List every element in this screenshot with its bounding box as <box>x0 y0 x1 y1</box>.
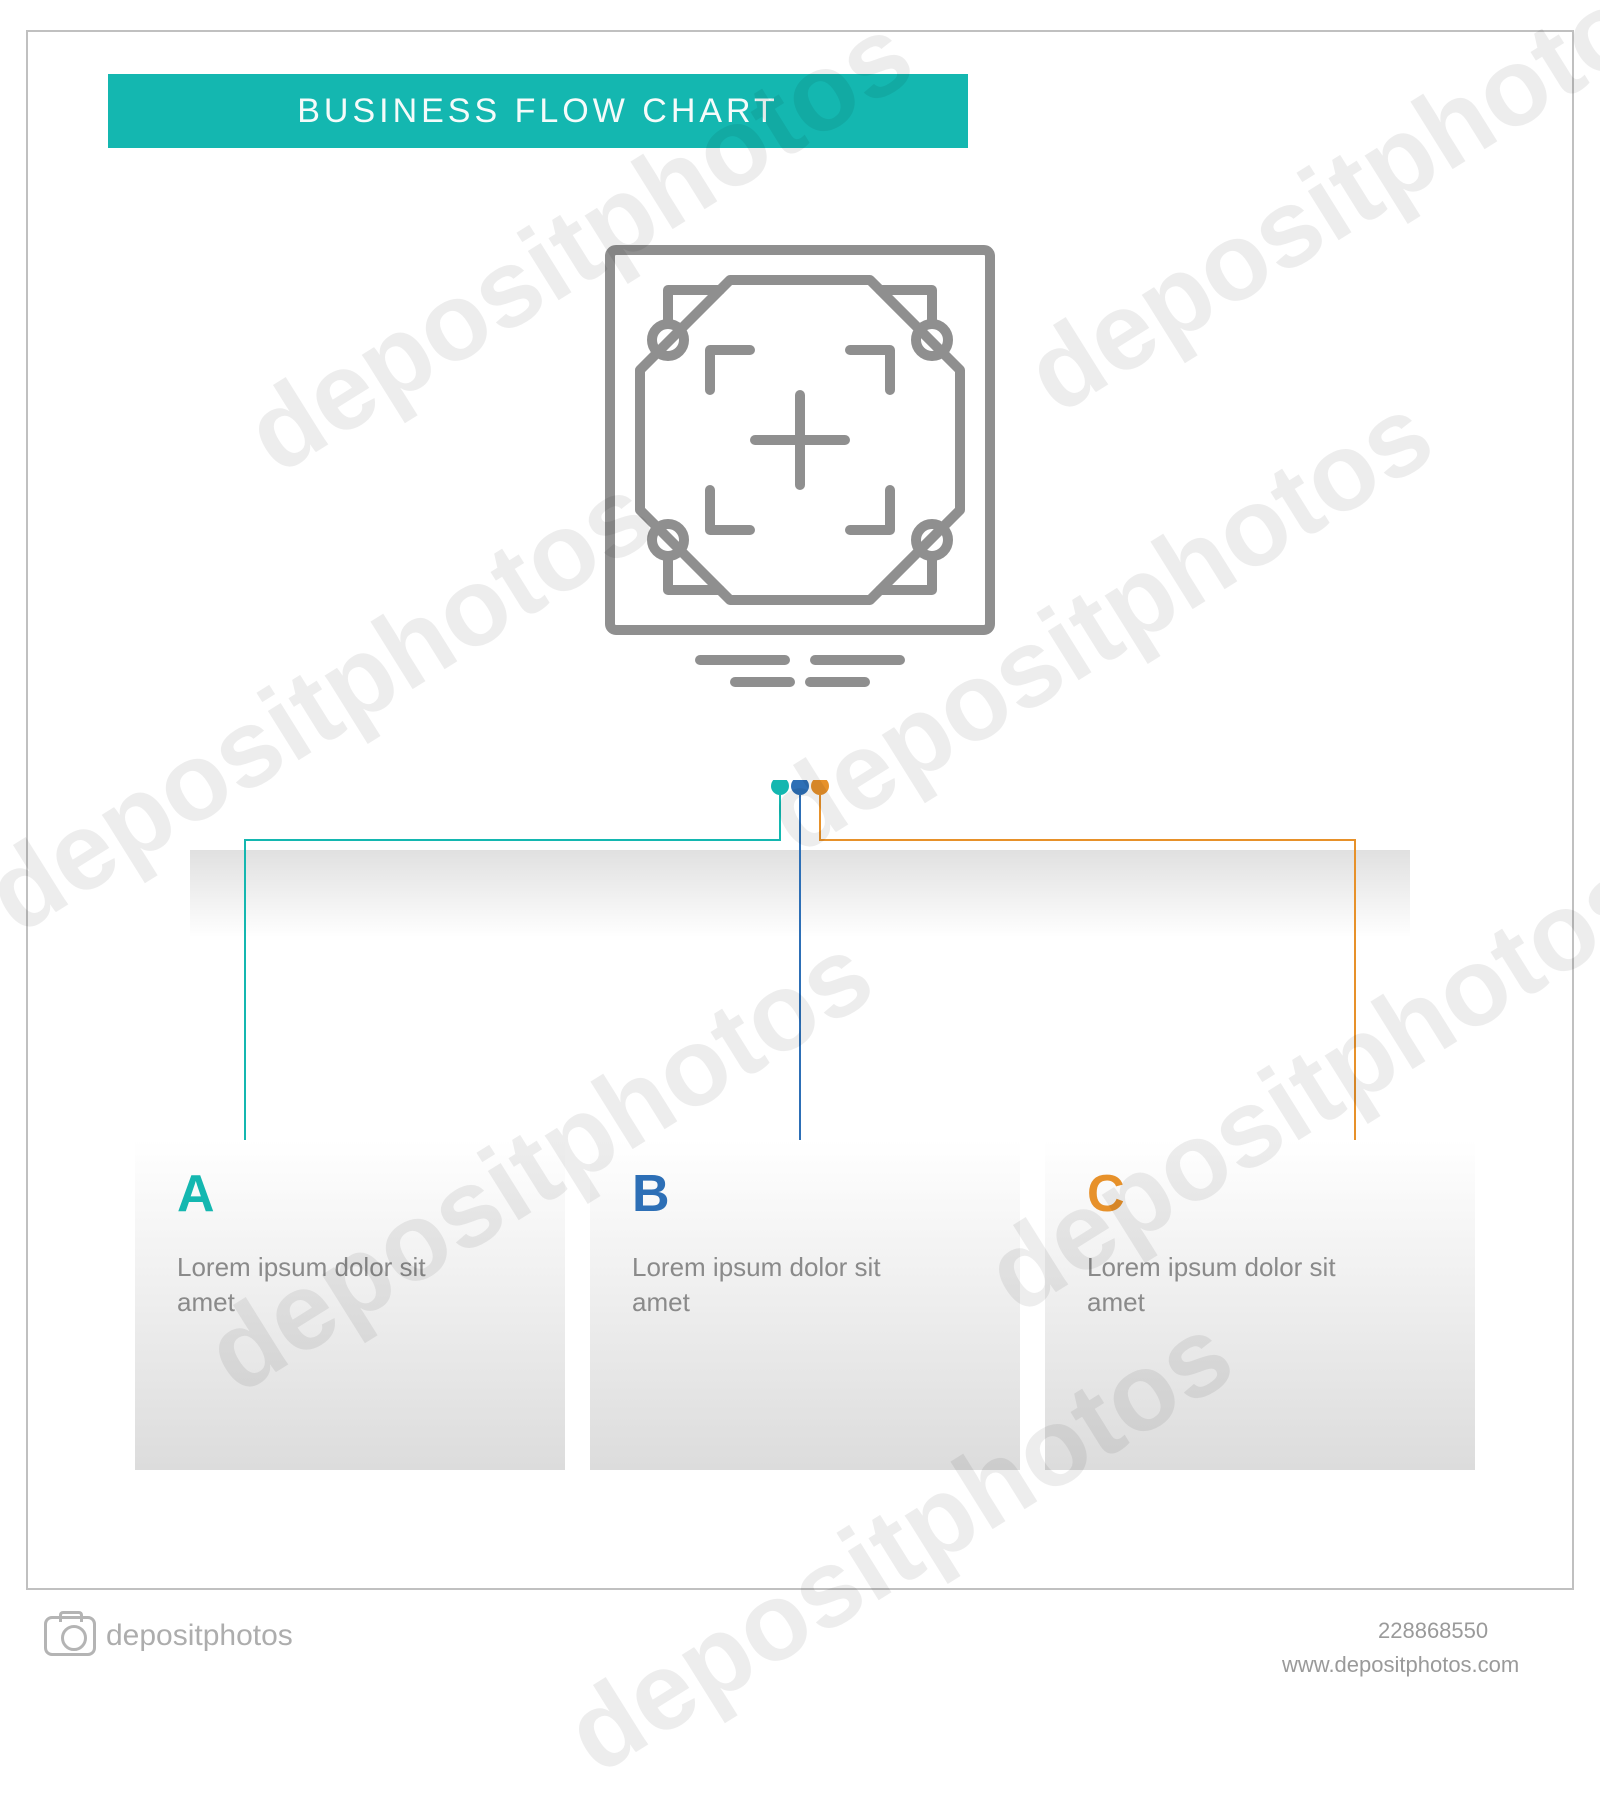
step-box-b: B Lorem ipsum dolor sit amet <box>590 1140 1020 1470</box>
step-box-c: C Lorem ipsum dolor sit amet <box>1045 1140 1475 1470</box>
header-title: BUSINESS FLOW CHART <box>297 92 779 131</box>
chip-icon <box>590 230 1010 690</box>
watermark-logo: depositphotos <box>44 1616 293 1656</box>
step-letter: C <box>1087 1164 1125 1224</box>
step-letter: B <box>632 1164 670 1224</box>
chip-icon-svg <box>590 230 1010 690</box>
connector-lines <box>120 780 1480 1140</box>
step-body: Lorem ipsum dolor sit amet <box>1087 1250 1347 1320</box>
watermark-logo-text: depositphotos <box>106 1619 293 1653</box>
watermark-id: 228868550 <box>1378 1618 1488 1644</box>
step-letter: A <box>177 1164 215 1224</box>
step-body: Lorem ipsum dolor sit amet <box>177 1250 437 1320</box>
step-box-a: A Lorem ipsum dolor sit amet <box>135 1140 565 1470</box>
step-body: Lorem ipsum dolor sit amet <box>632 1250 892 1320</box>
camera-icon <box>44 1616 96 1656</box>
header-bar: BUSINESS FLOW CHART <box>108 74 968 148</box>
watermark-url: www.depositphotos.com <box>1282 1652 1519 1678</box>
